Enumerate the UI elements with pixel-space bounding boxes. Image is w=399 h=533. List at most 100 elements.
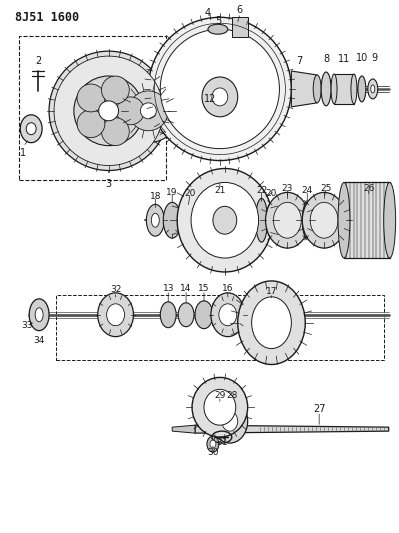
Ellipse shape [384, 182, 396, 258]
Ellipse shape [163, 203, 181, 238]
Ellipse shape [29, 299, 49, 330]
Text: 13: 13 [162, 285, 174, 293]
Ellipse shape [101, 76, 129, 104]
Ellipse shape [210, 440, 216, 448]
Text: 11: 11 [338, 54, 350, 64]
Ellipse shape [338, 182, 350, 258]
Text: 16: 16 [222, 285, 233, 293]
Text: 32: 32 [110, 285, 121, 294]
Text: 10: 10 [356, 53, 368, 63]
Text: 26: 26 [363, 184, 375, 193]
Ellipse shape [74, 76, 143, 146]
Ellipse shape [117, 79, 180, 143]
Ellipse shape [20, 115, 42, 143]
Ellipse shape [77, 84, 105, 112]
Ellipse shape [213, 206, 237, 234]
Ellipse shape [77, 110, 105, 138]
Ellipse shape [266, 192, 309, 248]
Text: 4: 4 [205, 9, 211, 18]
Text: 2: 2 [35, 56, 41, 66]
Ellipse shape [321, 72, 331, 106]
Text: 17: 17 [266, 287, 277, 296]
Ellipse shape [191, 182, 259, 258]
Text: 15: 15 [198, 285, 210, 293]
Ellipse shape [207, 436, 219, 452]
Ellipse shape [371, 85, 375, 93]
Ellipse shape [212, 88, 228, 106]
Polygon shape [291, 71, 317, 107]
Ellipse shape [54, 56, 163, 166]
Ellipse shape [117, 97, 144, 125]
Polygon shape [172, 425, 195, 433]
Text: 3: 3 [106, 180, 112, 189]
Ellipse shape [195, 301, 213, 329]
Text: 6: 6 [237, 5, 243, 15]
Text: 5: 5 [215, 17, 221, 26]
Polygon shape [195, 425, 389, 433]
Ellipse shape [267, 203, 277, 238]
Ellipse shape [178, 303, 194, 327]
Text: 24: 24 [302, 186, 313, 195]
Ellipse shape [302, 192, 346, 248]
Ellipse shape [302, 203, 312, 238]
Ellipse shape [35, 308, 43, 322]
Text: 22: 22 [256, 186, 267, 195]
Ellipse shape [351, 74, 357, 104]
Ellipse shape [222, 411, 238, 431]
Text: 9: 9 [372, 53, 378, 63]
Ellipse shape [252, 297, 291, 349]
Ellipse shape [98, 293, 133, 337]
Text: 25: 25 [320, 184, 332, 193]
Text: 12: 12 [204, 94, 216, 104]
Ellipse shape [101, 118, 129, 146]
Ellipse shape [177, 168, 273, 272]
Text: 29: 29 [214, 391, 225, 400]
Ellipse shape [313, 75, 321, 103]
Ellipse shape [151, 213, 159, 227]
Text: 34: 34 [34, 336, 45, 345]
Text: 8J51 1600: 8J51 1600 [15, 11, 79, 25]
Ellipse shape [208, 25, 228, 34]
Ellipse shape [238, 281, 305, 365]
Ellipse shape [140, 103, 156, 119]
Text: 7: 7 [296, 56, 302, 66]
Text: 20: 20 [184, 189, 196, 198]
Bar [56, 295, 384, 360]
Text: 21: 21 [214, 186, 225, 195]
Ellipse shape [128, 91, 168, 131]
Ellipse shape [368, 79, 378, 99]
Text: 33: 33 [22, 321, 33, 330]
Ellipse shape [146, 204, 164, 236]
Ellipse shape [256, 198, 267, 242]
Ellipse shape [99, 101, 119, 121]
Text: 23: 23 [282, 184, 293, 193]
Ellipse shape [211, 293, 245, 337]
Ellipse shape [192, 377, 248, 437]
Text: 18: 18 [150, 192, 161, 201]
Bar [334, 74, 354, 104]
Bar [344, 182, 390, 258]
Text: 20: 20 [266, 189, 277, 198]
Ellipse shape [219, 304, 237, 326]
Ellipse shape [107, 304, 124, 326]
Text: 14: 14 [180, 285, 192, 293]
Text: 8: 8 [323, 54, 329, 64]
Ellipse shape [160, 29, 279, 149]
Ellipse shape [26, 123, 36, 135]
Ellipse shape [148, 17, 291, 160]
Ellipse shape [202, 77, 238, 117]
Ellipse shape [49, 51, 168, 171]
Text: 27: 27 [313, 404, 326, 414]
Bar [232, 17, 248, 37]
Text: 1: 1 [20, 148, 26, 158]
Ellipse shape [310, 203, 338, 238]
Ellipse shape [181, 204, 195, 236]
Ellipse shape [160, 302, 176, 328]
Bar [19, 36, 166, 181]
Text: 30: 30 [207, 448, 219, 457]
Ellipse shape [204, 389, 236, 425]
Text: 28: 28 [226, 391, 237, 400]
Text: 31: 31 [216, 438, 227, 447]
Text: 19: 19 [166, 188, 178, 197]
Ellipse shape [331, 74, 337, 104]
